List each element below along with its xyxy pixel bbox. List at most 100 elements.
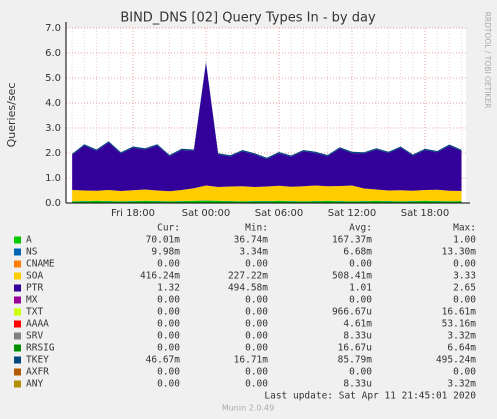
legend-min: 0.00 [245, 367, 268, 378]
legend-avg: 8.33u [343, 379, 372, 390]
legend-cur: 416.24m [140, 271, 180, 282]
legend-avg: 0.00 [349, 367, 372, 378]
legend-cur: 0.00 [157, 319, 180, 330]
legend-avg: 8.33u [343, 331, 372, 342]
legend-max: 0.00 [453, 259, 476, 270]
legend-swatch [14, 296, 21, 304]
legend-cur: 0.00 [157, 295, 180, 306]
legend-swatch [14, 248, 21, 256]
legend-swatch [14, 272, 21, 280]
legend-avg: 1.01 [349, 283, 372, 294]
legend-max: 0.00 [453, 295, 476, 306]
legend-cur: 0.00 [157, 367, 180, 378]
y-tick-label: 0.0 [45, 198, 61, 209]
legend-cur: 0.00 [157, 307, 180, 318]
legend-name: AXFR [26, 367, 49, 378]
y-axis-label: Queries/sec [5, 83, 18, 148]
legend-avg: 4.61m [343, 319, 372, 330]
legend-max: 13.30m [442, 247, 477, 258]
legend-max: 3.32m [447, 331, 476, 342]
y-tick-label: 4.0 [45, 98, 61, 109]
legend-avg: 85.79m [338, 355, 373, 366]
legend-swatch [14, 308, 21, 316]
legend-name: CNAME [26, 259, 55, 270]
legend-cur: 0.00 [157, 331, 180, 342]
legend-avg: 167.37m [332, 235, 372, 246]
legend-avg: 0.00 [349, 295, 372, 306]
legend-min: 0.00 [245, 343, 268, 354]
footer: Munin 2.0.49 [222, 404, 274, 413]
legend-min: 0.00 [245, 295, 268, 306]
chart-title: BIND_DNS [02] Query Types In - by day [120, 11, 376, 26]
x-tick-label: Sat 00:00 [182, 208, 230, 219]
legend-max: 3.32m [447, 379, 476, 390]
last-update: Last update: Sat Apr 11 21:45:01 2020 [264, 391, 476, 402]
y-tick-label: 6.0 [45, 48, 61, 59]
legend-max: 6.64m [447, 343, 476, 354]
legend-cur: 1.32 [157, 283, 180, 294]
x-tick-label: Sat 18:00 [401, 208, 449, 219]
legend-name: SRV [26, 331, 43, 342]
legend-swatch [14, 320, 21, 328]
legend-header: Max: [453, 223, 476, 234]
area [72, 185, 462, 202]
legend-name: RRSIG [26, 343, 55, 354]
legend-max: 16.61m [442, 307, 477, 318]
legend-max: 1.00 [453, 235, 476, 246]
legend-name: NS [26, 247, 38, 258]
legend-name: PTR [26, 283, 43, 294]
legend-cur: 46.67m [146, 355, 181, 366]
area [72, 63, 462, 192]
legend-min: 0.00 [245, 259, 268, 270]
x-tick-label: Sat 06:00 [255, 208, 303, 219]
legend-min: 36.74m [234, 235, 269, 246]
y-tick-label: 3.0 [45, 123, 61, 134]
legend-cur: 0.00 [157, 259, 180, 270]
legend-swatch [14, 236, 21, 244]
legend-swatch [14, 380, 21, 388]
legend-max: 2.65 [453, 283, 476, 294]
legend-min: 0.00 [245, 307, 268, 318]
legend-swatch [14, 356, 21, 364]
legend-max: 0.00 [453, 367, 476, 378]
legend-min: 227.22m [228, 271, 268, 282]
legend-name: A [26, 235, 32, 246]
y-tick-label: 5.0 [45, 73, 61, 84]
legend-name: ANY [26, 379, 43, 390]
legend-cur: 70.01m [146, 235, 181, 246]
x-tick-label: Sat 12:00 [328, 208, 376, 219]
legend-min: 0.00 [245, 379, 268, 390]
legend-min: 16.71m [234, 355, 269, 366]
legend-min: 494.58m [228, 283, 268, 294]
y-tick-label: 7.0 [45, 23, 61, 34]
legend-name: SOA [26, 271, 43, 282]
legend-header: Cur: [157, 223, 180, 234]
legend-cur: 0.00 [157, 343, 180, 354]
legend-avg: 966.67u [332, 307, 372, 318]
side-label: RRDTOOL / TOBI OETIKER [483, 12, 492, 109]
legend-max: 53.16m [442, 319, 477, 330]
legend-avg: 0.00 [349, 259, 372, 270]
legend-header: Avg: [349, 223, 372, 234]
legend-min: 3.34m [239, 247, 268, 258]
legend-cur: 9.98m [151, 247, 180, 258]
y-tick-label: 2.0 [45, 148, 61, 159]
legend-swatch [14, 344, 21, 352]
legend-min: 0.00 [245, 331, 268, 342]
legend-name: MX [26, 295, 38, 306]
x-tick-label: Fri 18:00 [111, 208, 155, 219]
legend-name: TKEY [26, 355, 49, 366]
area [72, 200, 462, 203]
legend-swatch [14, 284, 21, 292]
legend-min: 0.00 [245, 319, 268, 330]
legend-name: TXT [26, 307, 43, 318]
y-tick-label: 1.0 [45, 173, 61, 184]
legend-swatch [14, 368, 21, 376]
legend-swatch [14, 260, 21, 268]
legend-header: Min: [245, 223, 268, 234]
legend-cur: 0.00 [157, 379, 180, 390]
legend-avg: 508.41m [332, 271, 372, 282]
legend-max: 495.24m [436, 355, 476, 366]
legend-avg: 6.68m [343, 247, 372, 258]
